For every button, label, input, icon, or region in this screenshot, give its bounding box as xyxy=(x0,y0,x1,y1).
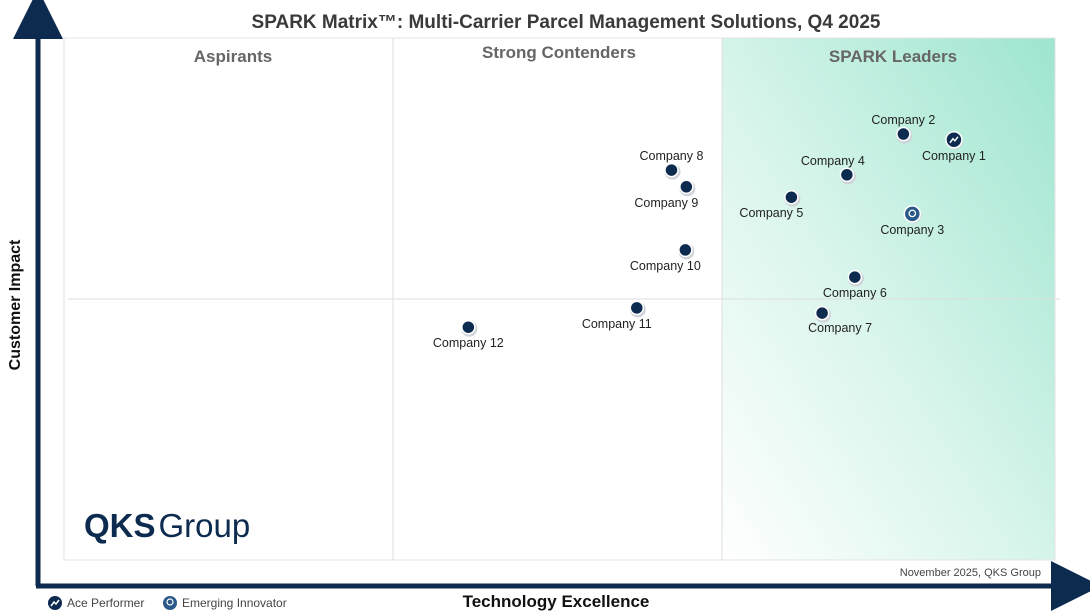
footnote: November 2025, QKS Group xyxy=(900,567,1041,579)
y-axis-label: Customer Impact xyxy=(7,239,24,370)
point-marker[interactable] xyxy=(461,319,476,335)
data-point[interactable]: Company 11 xyxy=(582,300,652,331)
data-point[interactable]: Company 2 xyxy=(871,113,935,144)
point-label: Company 1 xyxy=(922,149,986,163)
point-marker[interactable] xyxy=(678,242,693,258)
data-point[interactable]: Company 4 xyxy=(801,154,865,185)
lightbulb-icon xyxy=(908,209,917,218)
point-label: Company 4 xyxy=(801,154,865,168)
qks-group-logo: QKSGroup xyxy=(84,507,250,544)
trend-line-icon xyxy=(949,136,959,144)
legend-ace-performer: Ace Performer xyxy=(67,596,144,610)
data-point[interactable]: Company 6 xyxy=(823,269,887,301)
point-label: Company 2 xyxy=(871,113,935,127)
emerging-innovator-marker[interactable] xyxy=(903,205,922,223)
point-marker[interactable] xyxy=(847,269,863,285)
chart-title: SPARK Matrix™: Multi-Carrier Parcel Mana… xyxy=(252,12,881,33)
point-label: Company 3 xyxy=(880,223,944,237)
point-marker[interactable] xyxy=(629,300,645,316)
region-label-spark-leaders: SPARK Leaders xyxy=(829,47,957,66)
region-label-strong-contenders: Strong Contenders xyxy=(482,43,636,62)
point-label: Company 12 xyxy=(433,336,504,350)
point-label: Company 10 xyxy=(630,259,701,273)
point-marker[interactable] xyxy=(679,179,694,195)
point-marker[interactable] xyxy=(784,189,799,205)
data-point[interactable]: Company 5 xyxy=(739,189,803,221)
legend: Ace Performer Emerging Innovator xyxy=(48,596,287,610)
data-point[interactable]: Company 10 xyxy=(630,242,701,273)
region-label-aspirants: Aspirants xyxy=(194,47,272,66)
data-point[interactable]: Company 7 xyxy=(808,305,872,336)
point-label: Company 11 xyxy=(582,317,652,331)
point-marker[interactable] xyxy=(896,126,911,142)
point-label: Company 9 xyxy=(634,196,698,210)
data-point[interactable]: Company 3 xyxy=(880,205,944,237)
data-point[interactable]: Company 9 xyxy=(634,179,698,210)
data-point[interactable]: Company 1 xyxy=(922,131,986,163)
point-marker[interactable] xyxy=(664,162,679,178)
data-point[interactable]: Company 8 xyxy=(640,149,704,180)
x-axis-label: Technology Excellence xyxy=(463,592,650,611)
data-point[interactable]: Company 12 xyxy=(433,319,504,351)
emerging-innovator-legend-icon xyxy=(163,596,177,610)
point-label: Company 8 xyxy=(640,149,704,163)
point-marker[interactable] xyxy=(814,305,830,321)
point-marker[interactable] xyxy=(839,167,855,183)
point-label: Company 6 xyxy=(823,286,887,300)
legend-emerging-innovator: Emerging Innovator xyxy=(182,596,287,610)
point-label: Company 5 xyxy=(739,206,803,220)
point-label: Company 7 xyxy=(808,321,872,335)
